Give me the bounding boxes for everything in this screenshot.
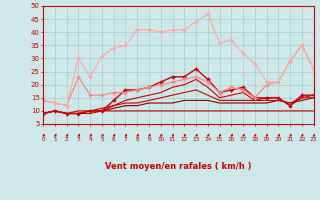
X-axis label: Vent moyen/en rafales ( km/h ): Vent moyen/en rafales ( km/h ) xyxy=(105,162,252,171)
